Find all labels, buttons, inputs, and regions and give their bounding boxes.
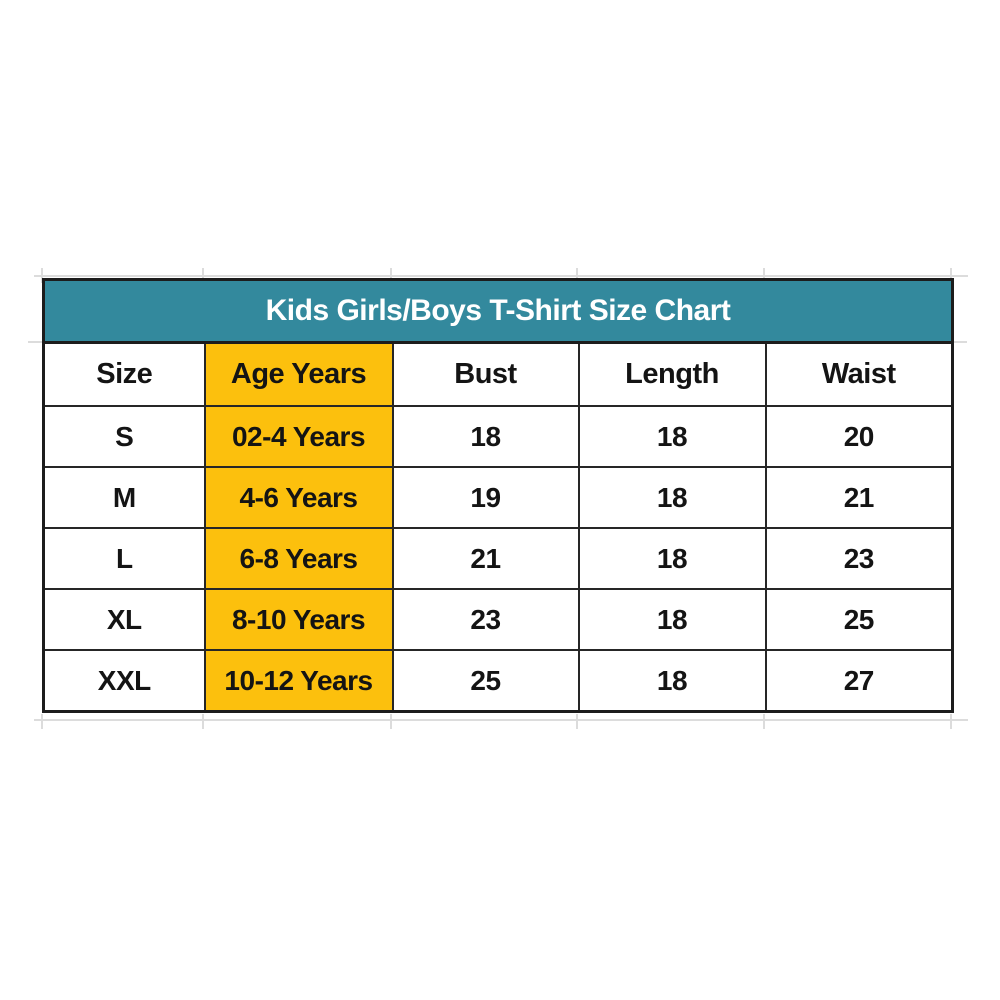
gridline-tick <box>763 714 765 729</box>
gridline-tick <box>950 714 952 729</box>
column-header-waist: Waist <box>764 341 954 407</box>
cell-size: M <box>42 466 206 529</box>
cell-length: 18 <box>577 588 767 651</box>
cell-age-years: 10-12 Years <box>203 649 394 713</box>
gridline-tick <box>390 268 392 283</box>
cell-age-years: 02-4 Years <box>203 405 394 468</box>
cell-bust: 21 <box>391 527 580 590</box>
column-header-length: Length <box>577 341 767 407</box>
gridline-tick <box>763 268 765 283</box>
cell-bust: 23 <box>391 588 580 651</box>
cell-bust: 18 <box>391 405 580 468</box>
column-header-age-years: Age Years <box>203 341 394 407</box>
cell-waist: 25 <box>764 588 954 651</box>
gridline-tick-left <box>28 341 44 343</box>
cell-length: 18 <box>577 527 767 590</box>
table-title: Kids Girls/Boys T-Shirt Size Chart <box>42 278 954 344</box>
gridline-tick <box>950 268 952 283</box>
cell-bust: 19 <box>391 466 580 529</box>
gridline-tick <box>202 714 204 729</box>
size-chart-table: Kids Girls/Boys T-Shirt Size Chart Size … <box>42 278 955 713</box>
table-row-xxl: XXL 10-12 Years 25 18 27 <box>42 649 954 713</box>
column-header-size: Size <box>42 341 206 407</box>
cell-age-years: 8-10 Years <box>203 588 394 651</box>
cell-waist: 27 <box>764 649 954 713</box>
gridline-horizontal-bottom <box>34 719 968 721</box>
gridline-tick <box>41 268 43 283</box>
table-row-l: L 6-8 Years 21 18 23 <box>42 527 954 590</box>
table-row-s: S 02-4 Years 18 18 20 <box>42 405 954 468</box>
cell-waist: 23 <box>764 527 954 590</box>
table-row-xl: XL 8-10 Years 23 18 25 <box>42 588 954 651</box>
cell-length: 18 <box>577 466 767 529</box>
gridline-tick <box>41 714 43 729</box>
cell-size: XL <box>42 588 206 651</box>
cell-size: S <box>42 405 206 468</box>
cell-size: L <box>42 527 206 590</box>
cell-waist: 20 <box>764 405 954 468</box>
cell-bust: 25 <box>391 649 580 713</box>
gridline-tick <box>202 268 204 283</box>
gridline-tick-right <box>949 341 967 343</box>
cell-size: XXL <box>42 649 206 713</box>
cell-length: 18 <box>577 405 767 468</box>
gridline-horizontal-top <box>34 275 968 277</box>
table-title-row: Kids Girls/Boys T-Shirt Size Chart <box>42 278 954 344</box>
gridline-tick <box>390 714 392 729</box>
table-row-m: M 4-6 Years 19 18 21 <box>42 466 954 529</box>
cell-age-years: 6-8 Years <box>203 527 394 590</box>
cell-waist: 21 <box>764 466 954 529</box>
gridline-tick <box>576 268 578 283</box>
cell-length: 18 <box>577 649 767 713</box>
gridline-tick <box>576 714 578 729</box>
table-header-row: Size Age Years Bust Length Waist <box>42 341 954 407</box>
cell-age-years: 4-6 Years <box>203 466 394 529</box>
column-header-bust: Bust <box>391 341 580 407</box>
